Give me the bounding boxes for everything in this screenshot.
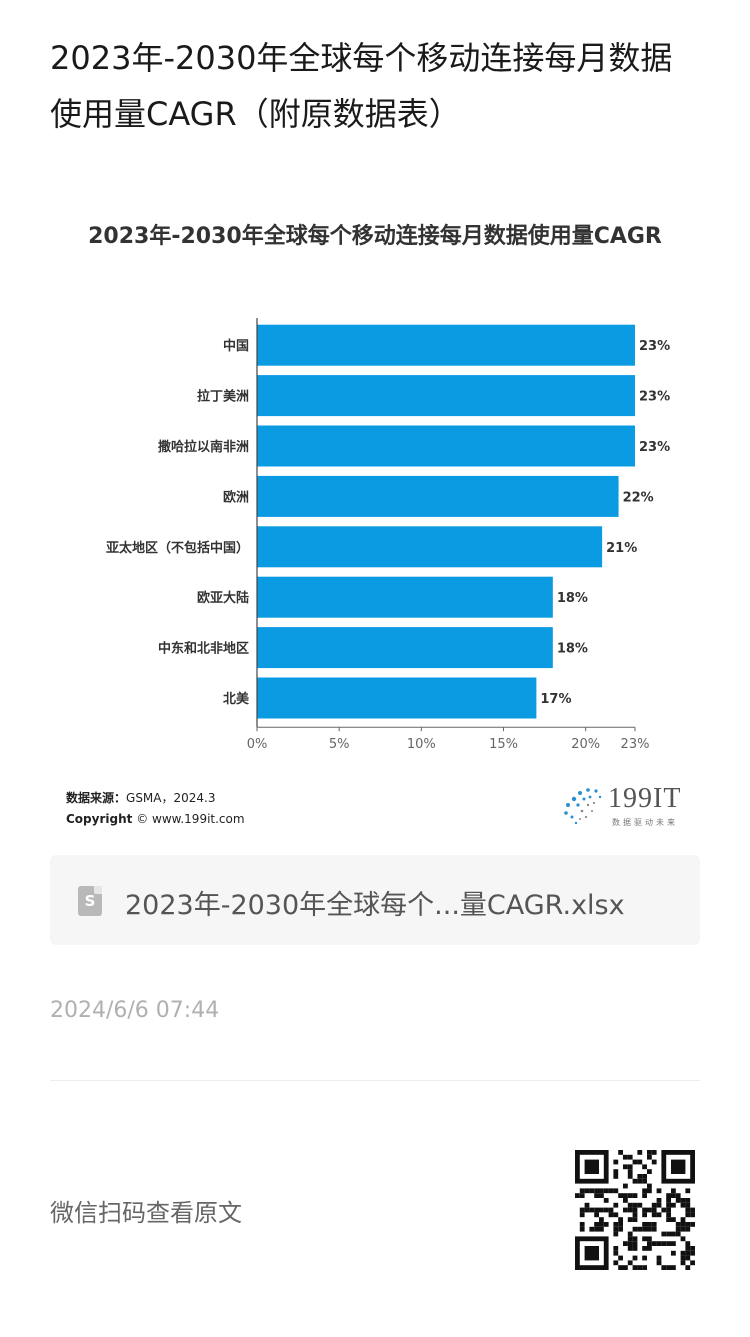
value-label: 21% — [606, 541, 637, 556]
category-label: 中东和北非地区 — [158, 641, 249, 657]
x-tick-label: 0% — [247, 737, 268, 752]
bar — [257, 425, 635, 467]
category-label: 亚太地区（不包括中国） — [106, 540, 249, 556]
x-tick-label: 15% — [489, 737, 518, 752]
brand-name: 199IT — [608, 783, 682, 814]
x-tick-label: 5% — [329, 737, 350, 752]
dandelion-icon — [564, 788, 602, 825]
x-tick-label: 23% — [621, 737, 650, 752]
post-title: 2023年-2030年全球每个移动连接每月数据使用量CAGR（附原数据表） — [50, 39, 673, 133]
bar — [257, 475, 619, 517]
value-label: 23% — [639, 390, 670, 405]
bar — [257, 576, 553, 618]
chart-image: 2023年-2030年全球每个移动连接每月数据使用量CAGR 中国 23% 拉丁美洲… — [0, 200, 750, 840]
file-name[interactable]: 2023年-2030年全球每个...量CAGR.xlsx — [125, 890, 625, 921]
category-label: 撒哈拉以南非洲 — [158, 439, 249, 455]
bar — [257, 627, 553, 669]
chart-title: 2023年-2030年全球每个移动连接每月数据使用量CAGR — [88, 224, 662, 249]
value-label: 23% — [639, 440, 670, 455]
file-attachment[interactable]: S 2023年-2030年全球每个...量CAGR.xlsx — [50, 855, 700, 945]
category-label: 欧洲 — [223, 489, 249, 505]
x-tick-label: 20% — [571, 737, 600, 752]
bar-chart: 中国 23% 拉丁美洲 23% 撒哈拉以南非洲 23% 欧洲 22% 亚太地区（不包括中国） 21… — [106, 318, 670, 752]
file-s-icon: S — [78, 886, 102, 916]
value-label: 18% — [557, 642, 588, 657]
category-label: 北美 — [223, 691, 250, 707]
qr-code-icon[interactable] — [575, 1150, 695, 1270]
value-label: 22% — [623, 490, 654, 505]
divider — [50, 1080, 700, 1081]
value-label: 23% — [639, 339, 670, 354]
bar — [257, 526, 603, 568]
value-label: 18% — [557, 591, 588, 606]
source-value: GSMA，2024.3 — [126, 791, 216, 805]
timestamp: 2024/6/6 07:44 — [50, 998, 220, 1023]
data-source: 数据来源：GSMA，2024.3 Copyright © www.199it.c… — [66, 788, 245, 830]
copyright-label: Copyright — [66, 812, 133, 826]
category-label: 中国 — [223, 338, 249, 354]
category-label: 拉丁美洲 — [197, 389, 249, 405]
brand-logo: 199IT 数据驱动未来 — [560, 783, 700, 831]
x-tick-label: 10% — [407, 737, 436, 752]
brand-slogan: 数据驱动未来 — [612, 818, 678, 827]
source-label: 数据来源： — [66, 791, 127, 805]
category-label: 欧亚大陆 — [197, 590, 249, 606]
copyright-value: © www.199it.com — [136, 812, 245, 826]
bar — [257, 677, 537, 719]
bar — [257, 324, 635, 366]
bar — [257, 375, 635, 417]
value-label: 17% — [540, 692, 571, 707]
scan-hint: 微信扫码查看原文 — [50, 1199, 242, 1227]
